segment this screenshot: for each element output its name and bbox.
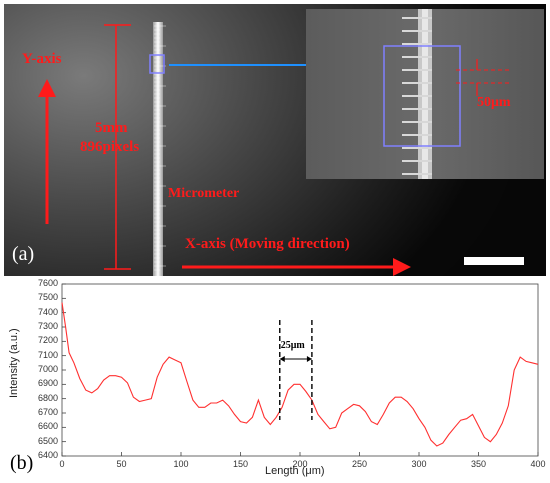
y-tick-label: 6900: [37, 378, 58, 389]
micrometer-stripe: [153, 22, 163, 276]
panel-b-label: (b): [10, 452, 34, 474]
inset-roi-box: [383, 45, 461, 147]
scale-bar: [464, 257, 524, 265]
fwhm-arrowhead: [279, 356, 285, 362]
panel-a-micrograph: Y-axis 5mm 896pixels Micrometer X-axis (…: [4, 4, 546, 276]
x-tick-label: 150: [232, 459, 249, 469]
y-tick-label: 7000: [37, 364, 58, 374]
micrometer-ticks: [154, 25, 166, 271]
x-tick-label: 250: [351, 459, 368, 469]
y-tick-label: 7200: [37, 335, 58, 346]
y-tick-label: 6700: [37, 407, 58, 417]
fwhm-arrowhead: [306, 356, 312, 362]
x-tick-label: 50: [116, 459, 127, 469]
axis-ticks: [61, 283, 539, 457]
y-tick-label: 7300: [37, 321, 58, 331]
y-tick-label: 7600: [37, 278, 58, 288]
scale-mm-label: 5mm: [95, 120, 128, 136]
x-tick-label: 100: [173, 459, 189, 469]
y-axis-label: Y-axis: [22, 51, 62, 67]
y-tick-label: 6500: [37, 435, 58, 446]
panel-a-label: (a): [12, 243, 35, 265]
y-axis-title: Intensity (a.u.): [8, 328, 20, 398]
plot-area: [61, 283, 539, 457]
fwhm-label: 25μm: [280, 340, 305, 351]
fwhm-annotation: [279, 320, 313, 420]
x-axis-title: Length (μm): [265, 465, 325, 477]
micrometer-label: Micrometer: [168, 186, 240, 201]
intensity-chart: [61, 283, 539, 457]
y-tick-label: 6800: [37, 392, 58, 403]
x-tick-label: 350: [470, 459, 487, 469]
x-tick-label: 400: [530, 459, 546, 469]
intensity-series-line: [61, 302, 539, 447]
y-tick-label: 7400: [37, 306, 58, 317]
x-tick-label: 0: [59, 459, 65, 469]
x-axis-label: X-axis (Moving direction): [185, 236, 350, 252]
micrograph-image: [4, 4, 546, 276]
y-tick-label: 7500: [37, 292, 58, 303]
y-tick-label: 6400: [37, 450, 58, 460]
y-tick-label: 6600: [37, 421, 58, 432]
scale-pixels-label: 896pixels: [80, 139, 140, 155]
roi-box: [149, 54, 165, 74]
x-tick-label: 300: [411, 459, 427, 469]
x-tick-label: 200: [292, 459, 308, 469]
zoom-inset: [306, 9, 544, 179]
y-tick-label: 7100: [37, 349, 58, 360]
inset-scale-label: 50μm: [477, 95, 511, 110]
